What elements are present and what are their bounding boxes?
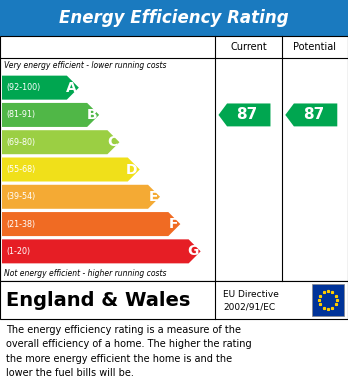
Bar bbox=[0, 0, 348, 36]
Text: B: B bbox=[87, 108, 97, 122]
Polygon shape bbox=[285, 104, 337, 126]
Polygon shape bbox=[2, 158, 140, 181]
Text: G: G bbox=[187, 244, 199, 258]
Polygon shape bbox=[2, 75, 79, 100]
Text: (69-80): (69-80) bbox=[6, 138, 35, 147]
Bar bbox=[312, 284, 344, 316]
Polygon shape bbox=[2, 130, 119, 154]
Text: The energy efficiency rating is a measure of the
overall efficiency of a home. T: The energy efficiency rating is a measur… bbox=[6, 325, 252, 378]
Text: D: D bbox=[126, 163, 138, 176]
Text: Very energy efficient - lower running costs: Very energy efficient - lower running co… bbox=[4, 61, 166, 70]
Polygon shape bbox=[2, 212, 180, 236]
Polygon shape bbox=[2, 239, 201, 264]
Text: (39-54): (39-54) bbox=[6, 192, 35, 201]
Text: Current: Current bbox=[230, 42, 267, 52]
Text: (81-91): (81-91) bbox=[6, 110, 35, 119]
Polygon shape bbox=[2, 103, 99, 127]
Text: A: A bbox=[66, 81, 77, 95]
Text: 87: 87 bbox=[303, 108, 324, 122]
Text: EU Directive: EU Directive bbox=[223, 290, 279, 299]
Text: E: E bbox=[149, 190, 158, 204]
Text: 87: 87 bbox=[236, 108, 258, 122]
Text: (21-38): (21-38) bbox=[6, 220, 35, 229]
Bar bbox=[0, 36, 348, 281]
Bar bbox=[0, 281, 348, 319]
Text: C: C bbox=[107, 135, 117, 149]
Polygon shape bbox=[219, 104, 270, 126]
Text: Energy Efficiency Rating: Energy Efficiency Rating bbox=[59, 9, 289, 27]
Polygon shape bbox=[2, 185, 160, 209]
Text: Not energy efficient - higher running costs: Not energy efficient - higher running co… bbox=[4, 269, 166, 278]
Text: (92-100): (92-100) bbox=[6, 83, 40, 92]
Text: 2002/91/EC: 2002/91/EC bbox=[223, 302, 275, 311]
Text: England & Wales: England & Wales bbox=[6, 291, 190, 310]
Text: Potential: Potential bbox=[293, 42, 337, 52]
Text: (55-68): (55-68) bbox=[6, 165, 35, 174]
Text: F: F bbox=[169, 217, 178, 231]
Text: (1-20): (1-20) bbox=[6, 247, 30, 256]
